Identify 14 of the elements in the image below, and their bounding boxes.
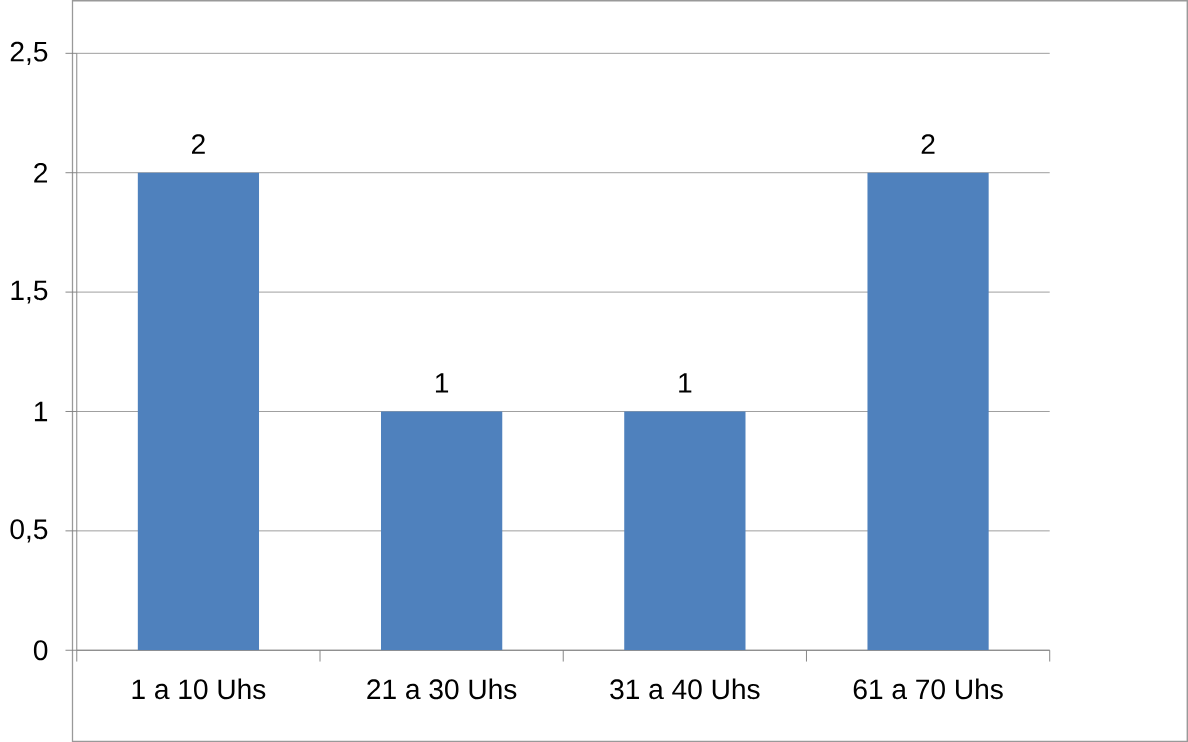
- y-tick-label: 1,5: [11, 280, 48, 304]
- data-label: 2: [191, 134, 205, 154]
- y-tick-label: 2,5: [10, 41, 48, 65]
- x-tick-label: 31 a 40 Uhs: [610, 678, 760, 700]
- x-tick-label: 61 a 70 Uhs: [853, 678, 1003, 700]
- y-tick-label: 2: [34, 162, 48, 183]
- data-label: 2: [921, 134, 935, 154]
- x-tick-label: 21 a 30 Uhs: [367, 678, 517, 700]
- data-label: 1: [435, 373, 449, 393]
- y-tick-label: 0: [33, 640, 48, 661]
- y-tick-label: 1: [34, 401, 48, 422]
- x-tick-label: 1 a 10 Uhs: [132, 678, 266, 700]
- y-tick-label: 0,5: [10, 519, 48, 543]
- data-label: 1: [679, 373, 692, 393]
